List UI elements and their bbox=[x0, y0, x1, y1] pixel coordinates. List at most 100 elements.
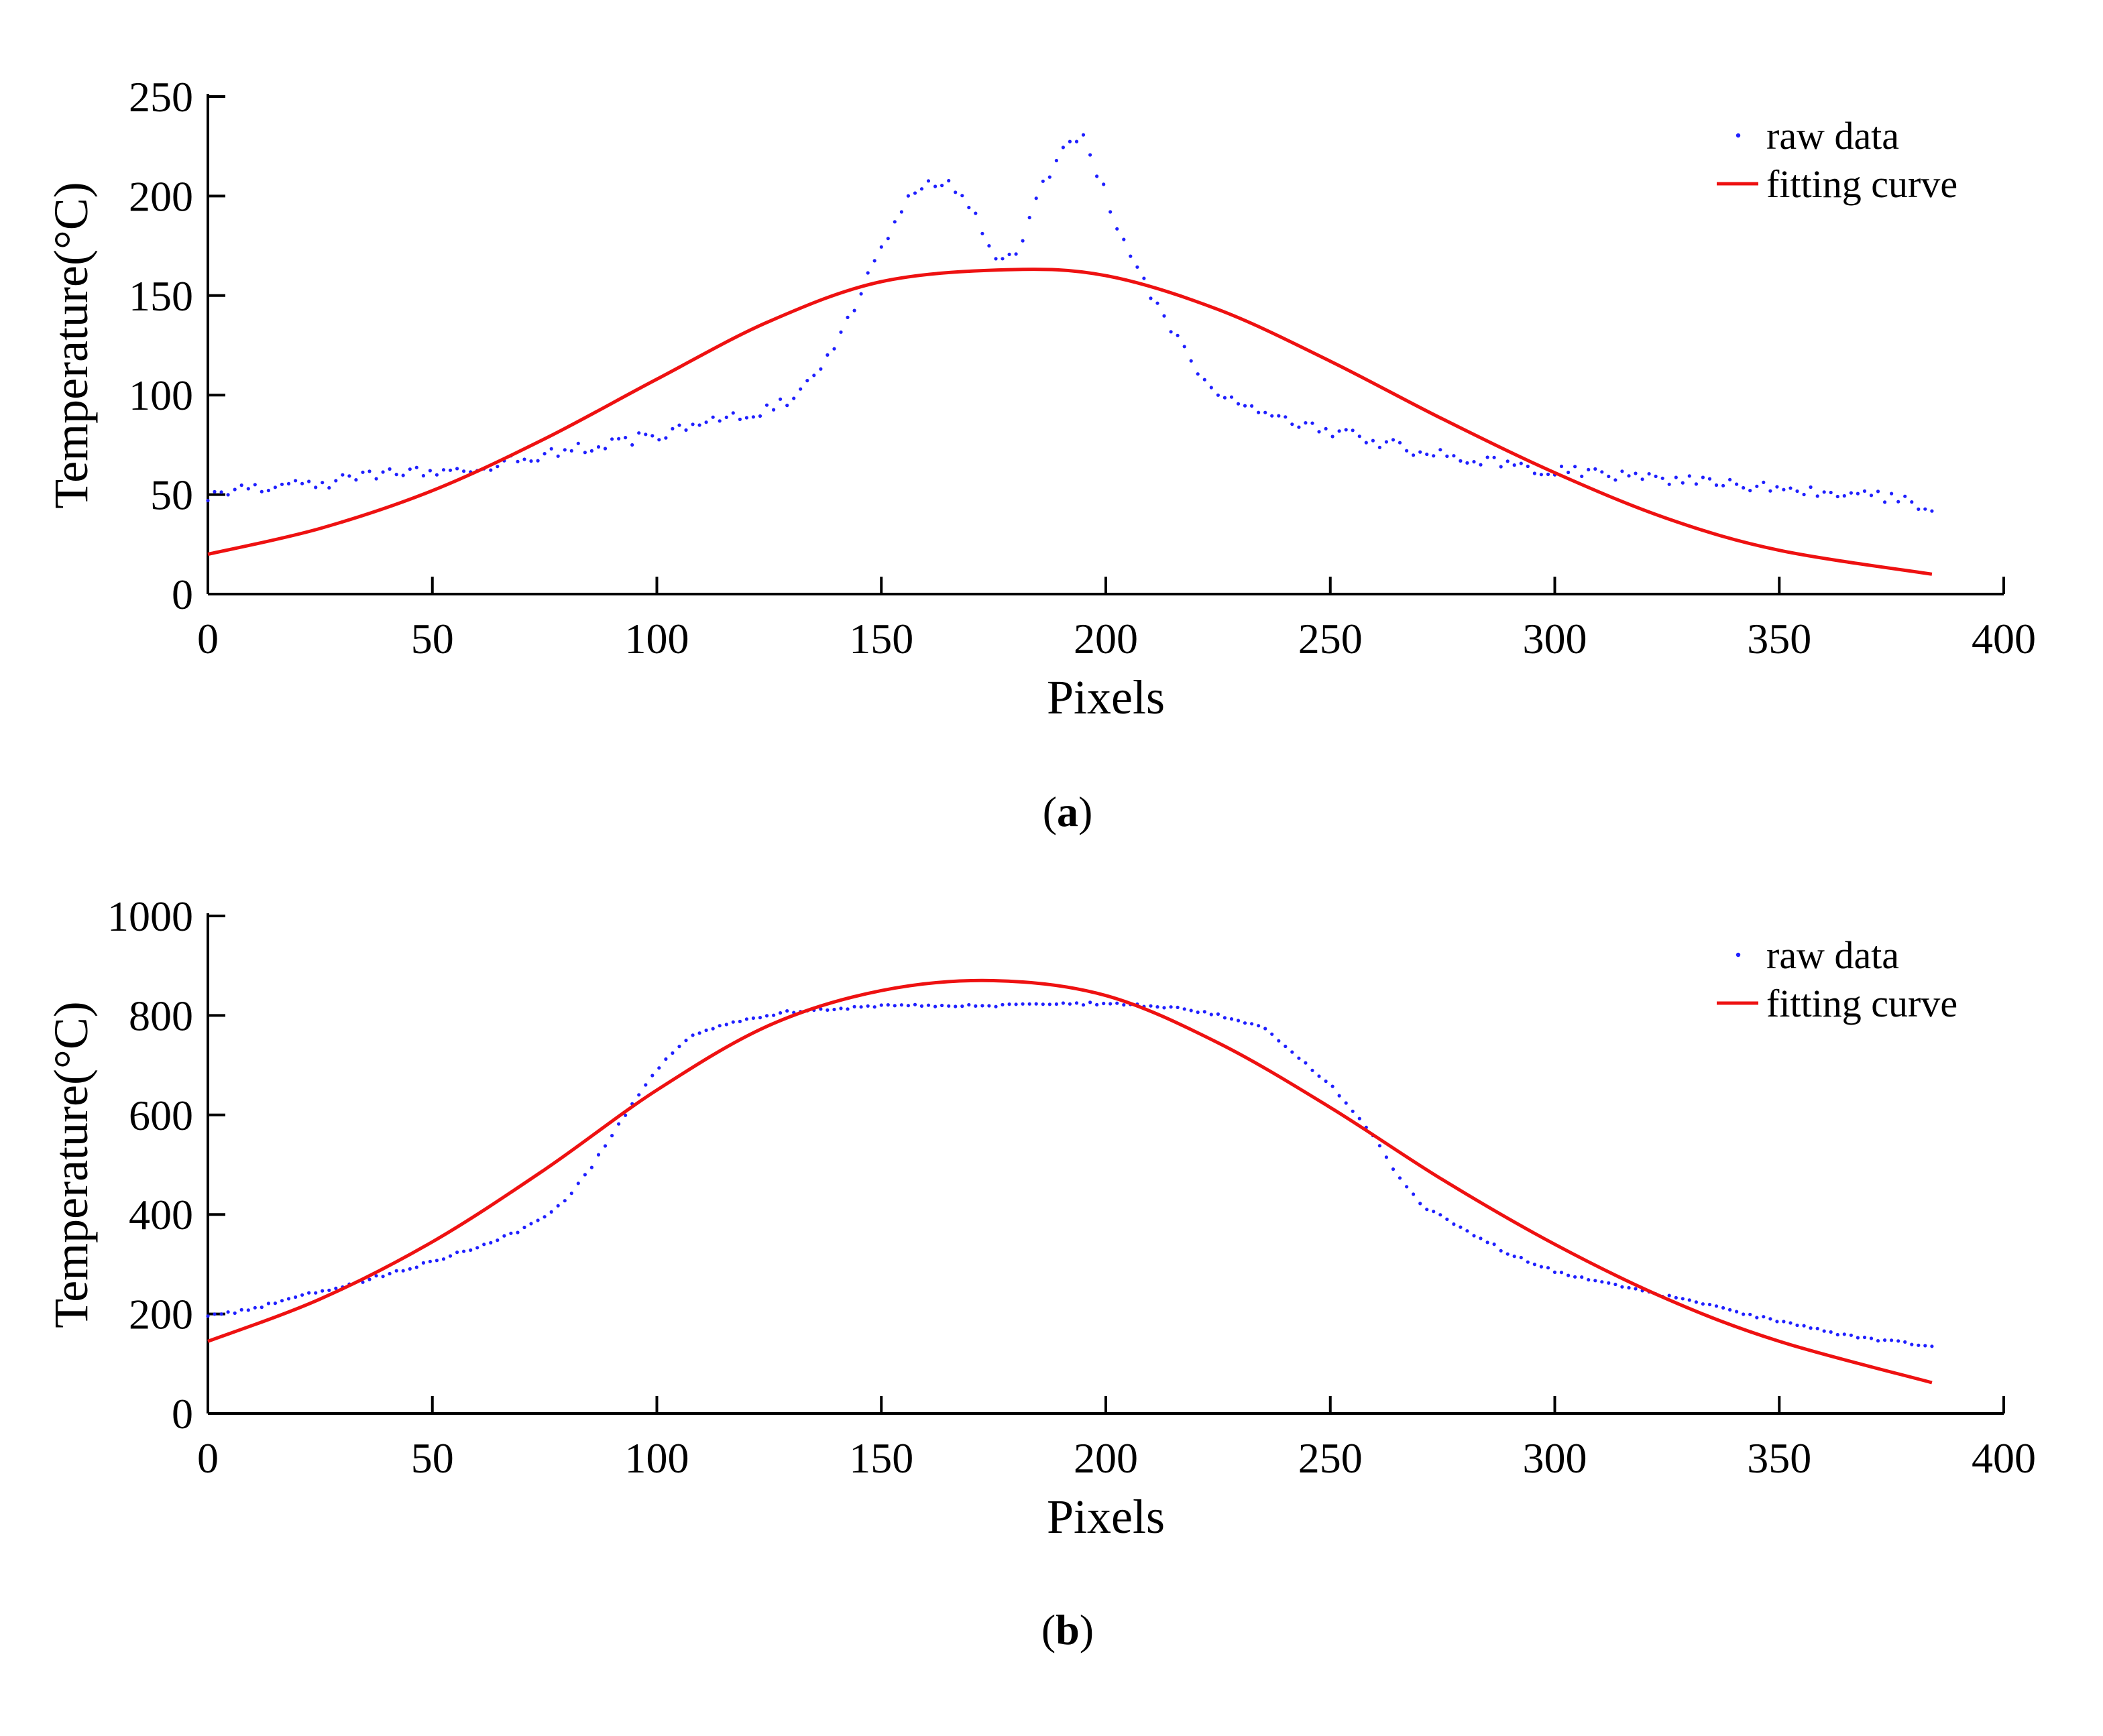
raw-data-point bbox=[516, 1230, 520, 1234]
raw-data-point bbox=[1034, 1002, 1038, 1006]
raw-data-point bbox=[206, 1314, 210, 1318]
raw-data-point bbox=[428, 1259, 433, 1263]
raw-data-point bbox=[1923, 507, 1927, 511]
x-tick-label: 350 bbox=[1747, 1434, 1811, 1482]
raw-data-point bbox=[502, 1234, 506, 1238]
raw-data-point bbox=[233, 487, 237, 491]
raw-data-point bbox=[644, 1083, 648, 1087]
raw-data-point bbox=[496, 1238, 500, 1242]
raw-data-point bbox=[886, 237, 890, 241]
raw-data-point bbox=[536, 459, 540, 463]
raw-data-point bbox=[1061, 1001, 1065, 1005]
raw-data-point bbox=[576, 1181, 580, 1185]
raw-data-point bbox=[1674, 1295, 1678, 1299]
raw-data-point bbox=[1081, 133, 1086, 137]
raw-data-point bbox=[1647, 472, 1651, 476]
raw-data-point bbox=[644, 432, 648, 437]
raw-data-point bbox=[1620, 1285, 1624, 1289]
raw-data-point bbox=[1304, 421, 1308, 425]
x-tick-label: 50 bbox=[411, 1434, 454, 1482]
raw-data-point bbox=[347, 474, 351, 478]
raw-data-point bbox=[1412, 453, 1416, 457]
raw-data-point bbox=[919, 187, 924, 191]
raw-data-point bbox=[764, 1014, 769, 1018]
y-tick-label: 1000 bbox=[107, 892, 193, 940]
raw-data-point bbox=[589, 1165, 594, 1169]
raw-data-point bbox=[691, 1033, 695, 1037]
raw-data-point bbox=[1890, 491, 1894, 496]
raw-data-point bbox=[1485, 1240, 1489, 1245]
raw-data-point bbox=[1432, 1210, 1436, 1214]
raw-data-point bbox=[1277, 1039, 1281, 1043]
raw-data-point bbox=[610, 1134, 614, 1138]
raw-data-point bbox=[1876, 489, 1880, 494]
raw-data-point bbox=[1748, 1312, 1752, 1316]
raw-data-point bbox=[569, 1192, 573, 1196]
raw-data-point bbox=[435, 473, 439, 477]
raw-data-point bbox=[657, 1066, 661, 1070]
raw-data-point bbox=[1425, 452, 1429, 457]
raw-data-point bbox=[1398, 441, 1402, 445]
raw-data-point bbox=[1822, 1329, 1826, 1333]
raw-data-point bbox=[374, 477, 378, 481]
raw-data-point bbox=[758, 414, 762, 418]
fitting-curve-line bbox=[207, 268, 1933, 576]
raw-data-point bbox=[980, 1004, 984, 1008]
raw-data-point bbox=[421, 473, 426, 478]
raw-data-point bbox=[893, 220, 897, 224]
raw-data-point bbox=[246, 487, 250, 491]
raw-data-point bbox=[610, 437, 614, 441]
raw-data-point bbox=[866, 1004, 870, 1008]
raw-data-point bbox=[556, 1204, 560, 1208]
raw-data-point bbox=[1149, 1004, 1153, 1008]
raw-data-point bbox=[529, 1222, 533, 1226]
raw-data-point bbox=[650, 434, 655, 438]
raw-data-point bbox=[1573, 465, 1577, 469]
raw-data-point bbox=[1438, 448, 1442, 452]
raw-data-point bbox=[1459, 459, 1463, 463]
raw-data-point bbox=[1109, 210, 1113, 214]
raw-data-point bbox=[1775, 1320, 1779, 1324]
raw-data-point bbox=[1795, 489, 1799, 494]
raw-data-point bbox=[239, 483, 243, 487]
raw-data-point bbox=[637, 1093, 641, 1097]
raw-data-point bbox=[1856, 491, 1860, 496]
raw-data-point bbox=[549, 1210, 553, 1214]
raw-data-point bbox=[1001, 1002, 1005, 1006]
raw-data-point bbox=[832, 347, 836, 351]
raw-data-point bbox=[852, 1004, 856, 1008]
raw-data-point bbox=[624, 436, 628, 440]
raw-data-point bbox=[1115, 227, 1119, 231]
raw-data-point bbox=[1654, 474, 1658, 479]
raw-data-point bbox=[1465, 1229, 1469, 1233]
raw-data-point bbox=[1445, 454, 1449, 459]
raw-data-point bbox=[960, 1004, 964, 1008]
raw-data-point bbox=[1539, 1265, 1543, 1269]
raw-data-point bbox=[1176, 333, 1180, 337]
raw-data-point bbox=[1742, 485, 1746, 490]
raw-data-point bbox=[1896, 500, 1900, 504]
raw-data-point bbox=[1074, 1001, 1079, 1005]
raw-data-point bbox=[1539, 473, 1543, 477]
raw-data-point bbox=[872, 259, 876, 263]
raw-data-point bbox=[839, 1006, 843, 1010]
raw-data-point bbox=[563, 1199, 567, 1203]
raw-data-point bbox=[1277, 414, 1281, 418]
legend-raw-marker bbox=[1736, 952, 1741, 958]
legend-fit-label: fitting curve bbox=[1766, 982, 1957, 1025]
raw-data-point bbox=[1707, 1302, 1712, 1307]
raw-data-point bbox=[785, 404, 789, 408]
raw-data-point bbox=[1883, 1338, 1887, 1342]
raw-data-point bbox=[1788, 486, 1793, 490]
raw-data-point bbox=[1930, 509, 1934, 513]
raw-data-point bbox=[1499, 465, 1503, 469]
raw-data-point bbox=[1074, 139, 1079, 143]
raw-data-point bbox=[1492, 455, 1496, 459]
raw-data-point bbox=[266, 488, 270, 493]
raw-data-point bbox=[967, 1002, 971, 1007]
raw-data-point bbox=[1391, 438, 1396, 442]
raw-data-point bbox=[1054, 1002, 1058, 1006]
raw-data-point bbox=[718, 1024, 722, 1028]
raw-data-point bbox=[1519, 461, 1523, 465]
raw-data-point bbox=[954, 1004, 958, 1008]
